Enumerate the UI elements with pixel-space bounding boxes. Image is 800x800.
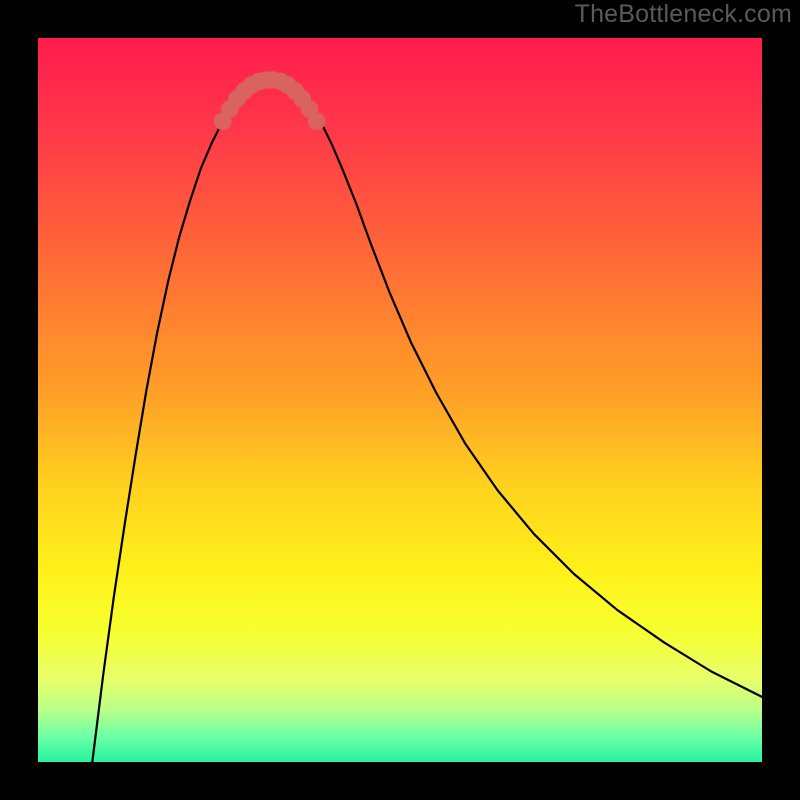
bottleneck-curve-chart (0, 0, 800, 800)
watermark-text: TheBottleneck.com (575, 0, 792, 29)
chart-frame: TheBottleneck.com (0, 0, 800, 800)
marker-dot (308, 112, 326, 130)
chart-background-gradient (38, 38, 762, 762)
